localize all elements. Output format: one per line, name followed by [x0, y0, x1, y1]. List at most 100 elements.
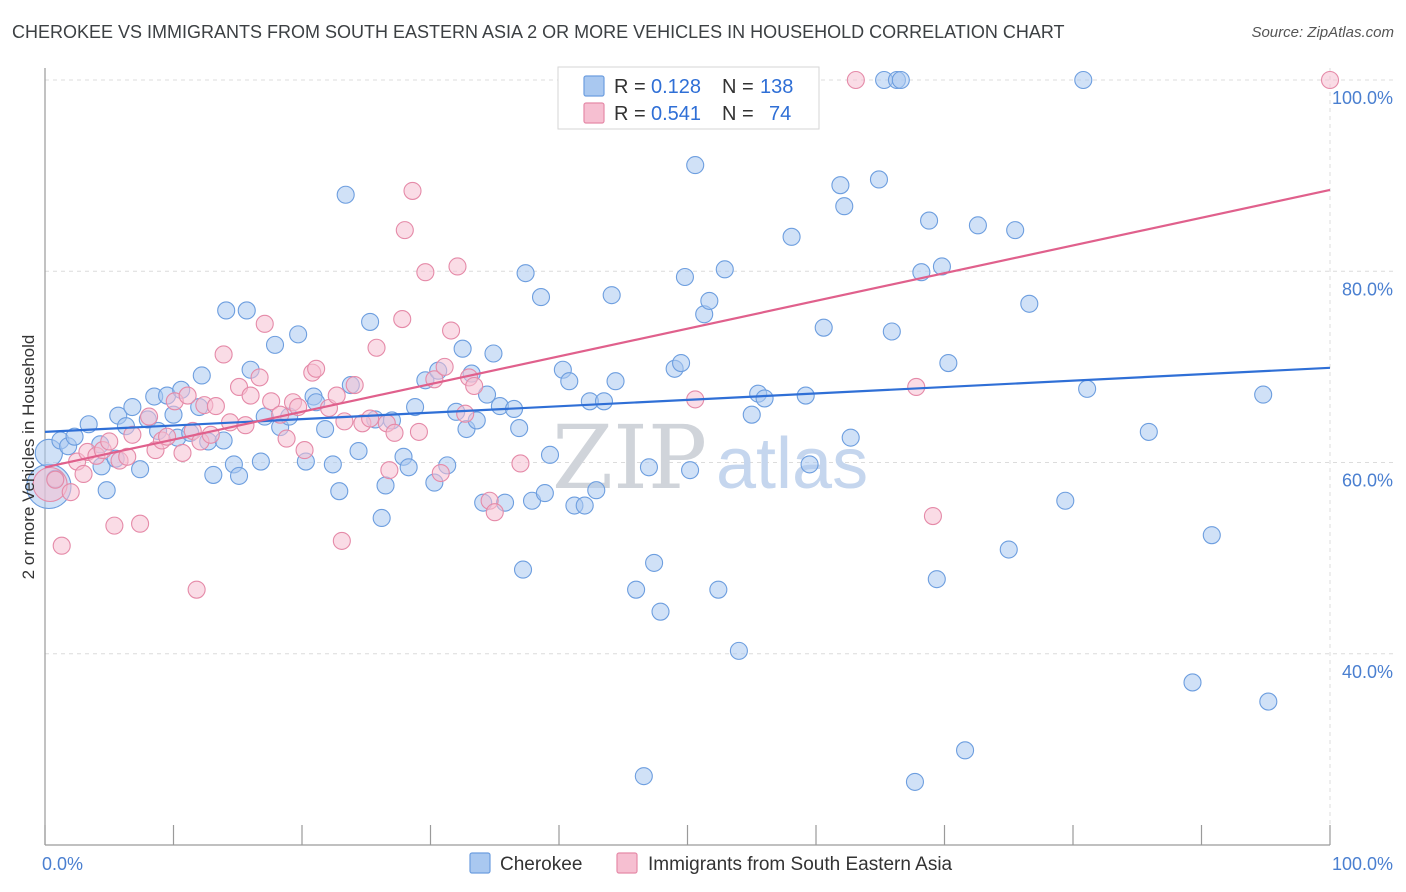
legend-n-label-1: N = — [722, 76, 754, 98]
immigrants-point-14 — [131, 514, 150, 533]
cherokee-point-124 — [956, 741, 975, 760]
immigrants-point-40 — [295, 441, 314, 460]
cherokee-point-90 — [645, 553, 664, 572]
immigrants-point-58 — [416, 263, 435, 282]
cherokee-point-134 — [1202, 526, 1221, 545]
cherokee-point-135 — [1254, 385, 1273, 404]
legend-swatch-cherokee — [583, 75, 605, 97]
immigrants-point-56 — [403, 181, 422, 200]
cherokee-point-89 — [639, 458, 659, 477]
immigrants-point-35 — [262, 392, 281, 411]
chart-title: CHEROKEE VS IMMIGRANTS FROM SOUTH EASTER… — [12, 22, 1065, 42]
immigrants-point-26 — [201, 425, 220, 444]
cherokee-point-86 — [606, 372, 625, 391]
cherokee-point-98 — [700, 291, 719, 310]
cherokee-point-121 — [927, 570, 946, 589]
immigrants-point-42 — [307, 359, 326, 378]
cherokee-point-35 — [265, 335, 285, 354]
y-tick-label-3: 100.0% — [1332, 88, 1393, 108]
cherokee-point-34 — [255, 407, 274, 426]
cherokee-point-109 — [814, 318, 833, 337]
cherokee-point-131 — [1078, 379, 1097, 398]
cherokee-point-130 — [1074, 70, 1093, 90]
immigrants-point-55 — [395, 221, 414, 240]
immigrants-point-44 — [327, 386, 346, 405]
immigrants-point-47 — [345, 375, 364, 395]
cherokee-point-105 — [755, 389, 774, 408]
immigrants-point-46 — [335, 412, 354, 431]
cherokee-point-123 — [939, 353, 958, 373]
cherokee-point-112 — [841, 428, 860, 447]
immigrants-point-34 — [255, 314, 274, 333]
immigrants-trend-line — [44, 188, 1331, 469]
series-legend-label-cherokee: Cherokee — [500, 854, 582, 875]
cherokee-point-133 — [1183, 673, 1202, 692]
immigrants-point-5 — [74, 464, 93, 484]
cherokee-point-125 — [968, 216, 987, 235]
watermark-zip: ZIP — [552, 406, 707, 509]
immigrants-point-53 — [385, 423, 404, 442]
data-points — [26, 70, 1340, 791]
immigrants-point-66 — [465, 376, 484, 396]
immigrants-point-21 — [178, 386, 197, 405]
series-legend-swatch-cherokee — [469, 852, 491, 874]
cherokee-point-102 — [729, 641, 748, 660]
cherokee-point-108 — [800, 455, 819, 474]
cherokee-point-94 — [675, 267, 694, 287]
cherokee-point-132 — [1139, 422, 1158, 441]
cherokee-point-45 — [336, 185, 355, 204]
cherokee-point-126 — [999, 540, 1018, 559]
legend-r-value-1: 0.128 — [651, 76, 701, 98]
immigrants-point-62 — [442, 321, 461, 340]
cherokee-point-50 — [372, 508, 391, 528]
cherokee-point-73 — [516, 264, 535, 283]
cherokee-point-87 — [627, 580, 646, 599]
immigrants-point-20 — [173, 443, 192, 462]
x-tick-label-1: 100.0% — [1332, 854, 1393, 874]
cherokee-point-14 — [131, 460, 150, 479]
cherokee-point-99 — [709, 580, 728, 599]
immigrants-point-12 — [118, 447, 137, 466]
immigrants-point-33 — [250, 368, 269, 387]
cherokee-point-96 — [686, 156, 705, 175]
cherokee-point-100 — [715, 260, 734, 279]
cherokee-point-31 — [237, 301, 256, 320]
y-tick-label-1: 60.0% — [1342, 471, 1393, 491]
cherokee-point-106 — [782, 227, 801, 246]
legend-n-label-2: N = — [722, 103, 754, 125]
cherokee-point-75 — [531, 288, 551, 307]
immigrants-point-9 — [100, 432, 119, 451]
cherokee-point-120 — [920, 211, 939, 230]
cherokee-point-107 — [796, 386, 815, 405]
immigrants-point-2 — [52, 536, 71, 555]
cherokee-point-66 — [477, 385, 497, 404]
cherokee-point-111 — [835, 197, 854, 216]
immigrants-point-60 — [431, 463, 450, 483]
immigrants-point-13 — [123, 425, 142, 444]
immigrants-point-57 — [409, 422, 428, 441]
cherokee-point-110 — [831, 176, 850, 195]
legend-r-value-2: 0.541 — [651, 103, 701, 125]
cherokee-point-118 — [905, 772, 924, 791]
immigrants-point-54 — [393, 310, 412, 329]
immigrants-point-27 — [206, 397, 225, 416]
cherokee-point-76 — [535, 484, 554, 503]
cherokee-point-72 — [513, 560, 533, 579]
cherokee-point-88 — [634, 767, 653, 786]
cherokee-point-61 — [453, 339, 472, 358]
cherokee-point-48 — [361, 312, 380, 331]
legend-n-value-2: 74 — [769, 103, 791, 125]
cherokee-point-136 — [1259, 692, 1278, 711]
immigrants-point-28 — [214, 345, 233, 364]
cherokee-point-55 — [406, 397, 425, 417]
cherokee-point-24 — [192, 366, 211, 385]
immigrants-point-45 — [332, 531, 351, 550]
immigrants-point-71 — [846, 70, 865, 90]
cherokee-point-26 — [204, 465, 223, 484]
chart-source: Source: ZipAtlas.com — [1251, 24, 1394, 41]
immigrants-point-32 — [241, 386, 260, 405]
cherokee-point-38 — [289, 325, 308, 344]
stats-legend: R = 0.128 N = 138 R = 0.541 N = 74 — [557, 66, 820, 130]
series-legend-label-immigrants: Immigrants from South Eastern Asia — [648, 854, 953, 875]
